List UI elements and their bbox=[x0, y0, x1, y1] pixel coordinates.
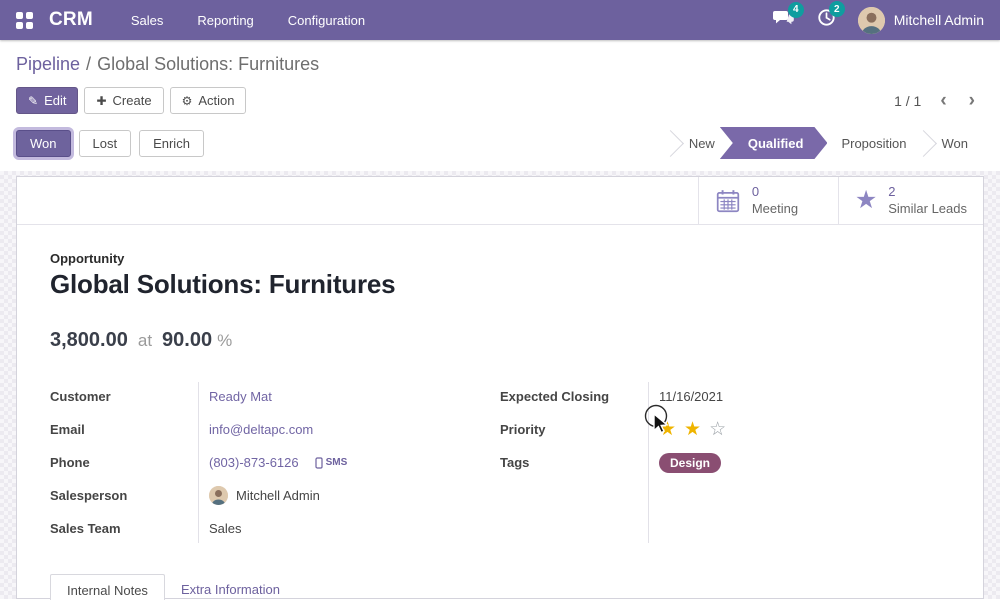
salesperson-row: Salesperson Mitchell Admin bbox=[50, 479, 500, 512]
phone-row: Phone (803)-873-6126 SMS bbox=[50, 446, 500, 479]
control-panel: Pipeline / Global Solutions: Furnitures ✎ … bbox=[0, 40, 1000, 171]
similar-leads-count: 2 bbox=[888, 184, 896, 200]
status-buttons: Won Lost Enrich bbox=[16, 129, 204, 157]
meeting-count: 0 bbox=[751, 184, 760, 200]
percent-sign: % bbox=[217, 331, 233, 350]
field-group-left: Customer Ready Mat Email info@deltapc.co… bbox=[50, 380, 500, 545]
toolbar: ✎ Edit ✚ Create ⚙ Action 1 / 1 ‹ › bbox=[16, 87, 984, 114]
customer-row: Customer Ready Mat bbox=[50, 380, 500, 413]
expected-revenue-line: 3,800.00 at 90.00 % bbox=[50, 329, 950, 352]
tab-internal-notes[interactable]: Internal Notes bbox=[50, 574, 165, 600]
stage-qualified[interactable]: Qualified bbox=[720, 127, 828, 159]
expected-closing-row: Expected Closing 11/16/2021 bbox=[500, 380, 950, 413]
breadcrumb-separator: / bbox=[86, 54, 92, 74]
field-group-right: Expected Closing 11/16/2021 Priority ★ ★… bbox=[500, 380, 950, 545]
opportunity-form-card: 0 Meeting ★ 2 Similar Leads Opportunity … bbox=[16, 176, 984, 600]
messages-menu[interactable]: 4 bbox=[772, 1, 804, 32]
sales-team-label: Sales Team bbox=[50, 521, 121, 536]
tab-extra-information[interactable]: Extra Information bbox=[180, 582, 280, 597]
breadcrumb-pipeline-link[interactable]: Pipeline bbox=[16, 54, 81, 74]
gear-icon: ⚙ bbox=[181, 93, 193, 108]
meeting-stat-button[interactable]: 0 Meeting bbox=[697, 177, 838, 224]
nav-right-section: 4 2 Mitchell Admin bbox=[772, 1, 984, 34]
app-brand[interactable]: CRM bbox=[49, 9, 93, 30]
phone-value-link[interactable]: (803)-873-6126 bbox=[209, 455, 299, 470]
messages-badge: 4 bbox=[787, 1, 804, 18]
pencil-icon: ✎ bbox=[28, 93, 39, 108]
similar-leads-label: Similar Leads bbox=[888, 200, 967, 216]
tags-row: Tags Design bbox=[500, 446, 950, 479]
meeting-label: Meeting bbox=[751, 200, 799, 216]
stage-new[interactable]: New bbox=[672, 127, 731, 159]
plus-icon: ✚ bbox=[96, 93, 107, 108]
enrich-button[interactable]: Enrich bbox=[139, 129, 204, 157]
salesperson-value[interactable]: Mitchell Admin bbox=[236, 488, 320, 503]
status-row: Won Lost Enrich New Qualified Propositio… bbox=[16, 127, 984, 159]
nav-menu: Sales Reporting Configuration bbox=[131, 13, 365, 28]
priority-label: Priority bbox=[500, 422, 546, 437]
user-name: Mitchell Admin bbox=[893, 12, 984, 28]
email-row: Email info@deltapc.com bbox=[50, 413, 500, 446]
user-menu[interactable]: Mitchell Admin bbox=[857, 6, 984, 34]
pager: 1 / 1 ‹ › bbox=[894, 91, 984, 110]
lost-button[interactable]: Lost bbox=[78, 129, 132, 157]
expected-closing-value: 11/16/2021 bbox=[659, 389, 724, 404]
email-value-link[interactable]: info@deltapc.com bbox=[209, 422, 314, 437]
activity-clock-icon bbox=[817, 8, 836, 32]
create-button[interactable]: ✚ Create bbox=[84, 87, 164, 114]
top-nav-bar: CRM Sales Reporting Configuration 4 2 bbox=[0, 0, 1000, 40]
user-avatar bbox=[857, 6, 885, 34]
phone-label: Phone bbox=[50, 455, 90, 470]
activities-menu[interactable]: 2 bbox=[817, 1, 845, 32]
pager-next-button[interactable]: › bbox=[960, 91, 984, 110]
action-button[interactable]: ⚙ Action bbox=[169, 87, 247, 114]
send-sms-button[interactable]: SMS bbox=[315, 456, 347, 469]
nav-item-reporting[interactable]: Reporting bbox=[197, 12, 254, 28]
star-filled-icon[interactable]: ★ bbox=[684, 419, 702, 440]
tags-label: Tags bbox=[500, 455, 530, 470]
pager-previous-button[interactable]: ‹ bbox=[931, 91, 955, 110]
salesperson-avatar bbox=[209, 486, 228, 505]
nav-item-sales[interactable]: Sales bbox=[130, 12, 164, 28]
tag-design: Design bbox=[659, 452, 722, 473]
form-view-background: 0 Meeting ★ 2 Similar Leads Opportunity … bbox=[0, 171, 1000, 600]
sales-team-value[interactable]: Sales bbox=[209, 521, 242, 536]
star-icon: ★ bbox=[854, 186, 878, 214]
stage-proposition[interactable]: Proposition bbox=[825, 127, 923, 159]
won-button[interactable]: Won bbox=[16, 129, 71, 157]
priority-row: Priority ★ ★ ☆ bbox=[500, 413, 950, 446]
nav-item-configuration[interactable]: Configuration bbox=[287, 12, 366, 28]
edit-button[interactable]: ✎ Edit bbox=[16, 87, 79, 114]
pager-value: 1 / 1 bbox=[894, 92, 922, 109]
breadcrumb: Pipeline / Global Solutions: Furnitures bbox=[16, 54, 984, 75]
customer-value-link[interactable]: Ready Mat bbox=[209, 389, 272, 404]
activities-badge: 2 bbox=[828, 1, 845, 17]
star-filled-icon[interactable]: ★ bbox=[659, 419, 677, 440]
apps-menu-icon[interactable] bbox=[16, 11, 33, 29]
sales-team-row: Sales Team Sales bbox=[50, 512, 500, 545]
similar-leads-stat-button[interactable]: ★ 2 Similar Leads bbox=[837, 177, 983, 224]
star-empty-icon[interactable]: ☆ bbox=[709, 419, 727, 440]
stat-button-row: 0 Meeting ★ 2 Similar Leads bbox=[17, 177, 983, 225]
salesperson-label: Salesperson bbox=[50, 488, 128, 503]
mobile-phone-icon bbox=[315, 456, 323, 469]
probability-value: 90.00 bbox=[162, 329, 213, 351]
calendar-icon bbox=[715, 188, 741, 214]
at-label: at bbox=[137, 331, 153, 350]
expected-closing-label: Expected Closing bbox=[500, 389, 610, 404]
expected-revenue-value: 3,800.00 bbox=[50, 329, 128, 351]
breadcrumb-current: Global Solutions: Furnitures bbox=[97, 54, 320, 74]
priority-stars: ★ ★ ☆ bbox=[648, 420, 726, 439]
stage-won[interactable]: Won bbox=[925, 127, 984, 159]
opportunity-title: Global Solutions: Furnitures bbox=[50, 269, 396, 299]
record-type-label: Opportunity bbox=[50, 251, 125, 266]
form-sheet: Opportunity Global Solutions: Furnitures… bbox=[17, 225, 983, 600]
stage-pipeline: New Qualified Proposition Won bbox=[656, 127, 984, 159]
customer-label: Customer bbox=[50, 389, 111, 404]
field-groups: Customer Ready Mat Email info@deltapc.co… bbox=[50, 380, 950, 545]
notebook-tabs: Internal Notes Extra Information bbox=[50, 574, 950, 600]
email-label: Email bbox=[50, 422, 85, 437]
